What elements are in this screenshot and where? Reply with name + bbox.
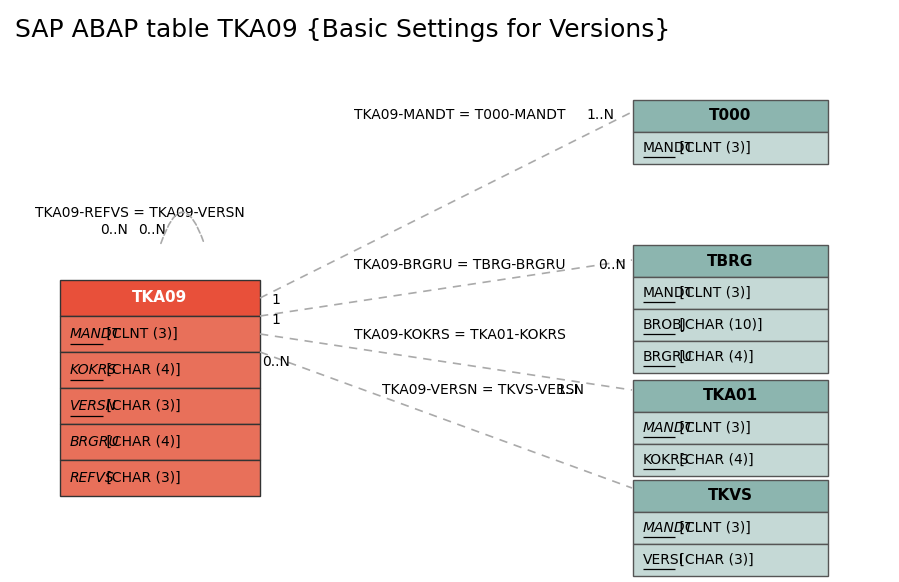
FancyBboxPatch shape	[60, 388, 260, 424]
Text: TKA09-BRGRU = TBRG-BRGRU: TKA09-BRGRU = TBRG-BRGRU	[354, 258, 565, 272]
Text: TKA09-VERSN = TKVS-VERSI: TKA09-VERSN = TKVS-VERSI	[382, 383, 578, 397]
Text: TKA01: TKA01	[702, 389, 758, 403]
FancyBboxPatch shape	[633, 309, 827, 341]
FancyBboxPatch shape	[633, 132, 827, 164]
Text: [CHAR (4)]: [CHAR (4)]	[675, 453, 753, 467]
Text: 1..N: 1..N	[556, 383, 584, 397]
Text: [CHAR (3)]: [CHAR (3)]	[102, 399, 181, 413]
FancyBboxPatch shape	[60, 424, 260, 460]
Text: 1: 1	[271, 313, 280, 327]
FancyBboxPatch shape	[633, 480, 827, 512]
Text: REFVS: REFVS	[70, 471, 115, 485]
Text: [CLNT (3)]: [CLNT (3)]	[675, 141, 751, 155]
Text: VERSI: VERSI	[643, 553, 683, 567]
Text: MANDT: MANDT	[643, 286, 694, 300]
Text: TKA09-KOKRS = TKA01-KOKRS: TKA09-KOKRS = TKA01-KOKRS	[354, 328, 566, 342]
Text: [CHAR (10)]: [CHAR (10)]	[675, 318, 762, 332]
Text: KOKRS: KOKRS	[70, 363, 117, 377]
Text: [CLNT (3)]: [CLNT (3)]	[102, 327, 178, 341]
FancyBboxPatch shape	[633, 412, 827, 444]
Text: [CHAR (4)]: [CHAR (4)]	[675, 350, 753, 364]
Text: [CLNT (3)]: [CLNT (3)]	[675, 421, 751, 435]
Text: [CLNT (3)]: [CLNT (3)]	[675, 521, 751, 535]
FancyBboxPatch shape	[60, 316, 260, 352]
Text: MANDT: MANDT	[643, 141, 694, 155]
Text: TKA09-MANDT = T000-MANDT: TKA09-MANDT = T000-MANDT	[354, 108, 565, 122]
FancyBboxPatch shape	[633, 544, 827, 576]
Text: SAP ABAP table TKA09 {Basic Settings for Versions}: SAP ABAP table TKA09 {Basic Settings for…	[15, 18, 671, 42]
FancyBboxPatch shape	[60, 280, 260, 316]
FancyBboxPatch shape	[633, 341, 827, 373]
Text: TKVS: TKVS	[708, 488, 752, 503]
Text: [CHAR (3)]: [CHAR (3)]	[102, 471, 181, 485]
Text: BRGRU: BRGRU	[70, 435, 120, 449]
Text: TKA09-REFVS = TKA09-VERSN: TKA09-REFVS = TKA09-VERSN	[35, 206, 245, 220]
Text: 1: 1	[271, 293, 280, 307]
FancyBboxPatch shape	[60, 460, 260, 496]
Text: MANDT: MANDT	[70, 327, 121, 341]
Text: [CHAR (4)]: [CHAR (4)]	[102, 363, 181, 377]
FancyBboxPatch shape	[633, 277, 827, 309]
Text: MANDT: MANDT	[643, 521, 693, 535]
FancyBboxPatch shape	[633, 444, 827, 476]
Text: 0..N: 0..N	[263, 355, 290, 369]
Text: BRGRU: BRGRU	[643, 350, 692, 364]
Text: TKA09: TKA09	[132, 290, 188, 306]
Text: VERSN: VERSN	[70, 399, 117, 413]
FancyBboxPatch shape	[60, 352, 260, 388]
Text: TBRG: TBRG	[707, 254, 753, 268]
Text: KOKRS: KOKRS	[643, 453, 689, 467]
Text: [CHAR (4)]: [CHAR (4)]	[102, 435, 181, 449]
Text: BROBJ: BROBJ	[643, 318, 686, 332]
Text: [CLNT (3)]: [CLNT (3)]	[675, 286, 751, 300]
FancyBboxPatch shape	[633, 100, 827, 132]
Text: 0..N: 0..N	[138, 223, 166, 237]
Text: 0..N: 0..N	[598, 258, 626, 272]
Text: MANDT: MANDT	[643, 421, 693, 435]
FancyBboxPatch shape	[633, 512, 827, 544]
Text: 0..N: 0..N	[100, 223, 128, 237]
Text: T000: T000	[708, 108, 752, 123]
FancyBboxPatch shape	[633, 245, 827, 277]
Text: 1..N: 1..N	[586, 108, 614, 122]
FancyBboxPatch shape	[633, 380, 827, 412]
Text: [CHAR (3)]: [CHAR (3)]	[675, 553, 753, 567]
